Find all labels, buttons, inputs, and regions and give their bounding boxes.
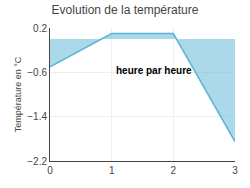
svg-text:0: 0 [47, 165, 53, 176]
svg-text:−2.2: −2.2 [27, 156, 47, 167]
svg-text:2: 2 [171, 165, 177, 176]
svg-text:−0.6: −0.6 [27, 67, 47, 78]
svg-text:0.2: 0.2 [33, 23, 47, 34]
svg-text:3: 3 [232, 165, 238, 176]
svg-text:−1.4: −1.4 [27, 111, 47, 122]
svg-text:heure par heure: heure par heure [116, 65, 192, 76]
svg-text:Evolution de la température: Evolution de la température [52, 3, 199, 17]
svg-text:Température en °C: Température en °C [13, 56, 23, 132]
svg-text:1: 1 [109, 165, 115, 176]
